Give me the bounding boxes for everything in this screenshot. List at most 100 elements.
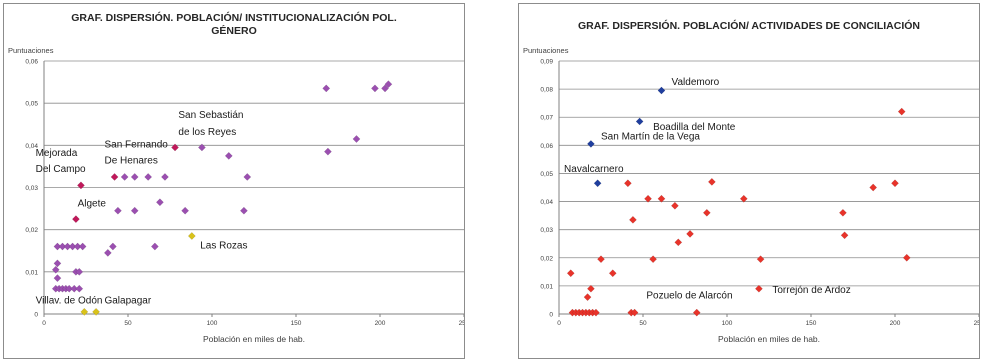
data-point-diamond [381,84,389,93]
data-point-diamond [78,242,87,251]
point-annotation: San Sebastián [178,110,243,121]
x-tick-label: 250 [974,320,979,327]
x-tick-label: 200 [890,320,901,327]
y-tick-label: 0,05 [25,101,38,108]
data-point-diamond [756,255,765,264]
y-tick-label: 0,07 [540,115,553,122]
data-point-diamond [324,147,332,156]
y-tick-label: 0,04 [25,143,38,150]
point-annotation: de los Reyes [178,127,236,138]
data-point-diamond [352,135,361,143]
chart-title-line: GRAF. DISPERSIÓN. POBLACIÓN/ ACTIVIDADES… [578,19,920,32]
data-point-diamond [635,117,644,126]
y-tick-label: 0,05 [540,171,553,178]
data-point-diamond [623,179,632,188]
data-point-diamond [65,284,74,293]
x-axis-label: Población en miles de hab. [203,334,305,344]
y-axis-label: Puntuaciones [523,46,569,55]
y-tick-label: 0,01 [25,269,38,276]
data-point-diamond [593,179,602,188]
x-tick-label: 250 [459,320,464,327]
point-annotation: Navalcarnero [564,164,624,175]
data-point-diamond [68,242,77,251]
y-tick-label: 0,03 [25,185,38,192]
scatter-chart-population-institutionalization: GRAF. DISPERSIÓN. POBLACIÓN/ INSTITUCION… [3,3,465,359]
y-tick-label: 0,06 [540,143,553,150]
data-point-diamond [869,183,878,192]
chart-title-line: GÉNERO [211,24,257,37]
y-tick-label: 0,04 [540,199,553,206]
data-point-diamond [891,179,899,188]
data-point-diamond [224,151,233,160]
data-point-diamond [130,206,139,215]
data-point-diamond [649,255,657,264]
data-point-diamond [657,194,666,203]
x-tick-label: 200 [375,320,386,327]
chart-title-line: GRAF. DISPERSIÓN. POBLACIÓN/ INSTITUCION… [71,11,397,24]
x-tick-label: 50 [639,320,647,327]
y-axis-label: Puntuaciones [8,46,54,55]
x-tick-label: 0 [557,320,561,327]
point-annotation: Torrejón de Ardoz [772,285,850,296]
y-tick-label: 0,02 [540,255,553,262]
data-point-diamond [171,143,179,152]
point-annotation: Valdemoro [672,77,720,88]
data-point-diamond [130,173,139,181]
data-point-diamond [702,208,711,217]
y-tick-label: 0,08 [540,87,553,94]
data-point-diamond [566,269,575,278]
y-tick-label: 0,01 [540,283,553,290]
data-point-diamond [53,259,62,268]
data-point-diamond [839,208,847,217]
data-point-diamond [108,242,117,251]
data-point-diamond [644,194,652,203]
point-annotation: Las Rozas [200,241,247,252]
point-annotation: Del Campo [36,164,86,175]
data-point-diamond [587,140,595,148]
x-tick-label: 150 [291,320,302,327]
data-point-diamond [114,206,122,215]
data-point-diamond [657,86,666,95]
data-point-diamond [840,231,849,240]
data-point-diamond [53,274,62,283]
y-tick-label: 0,09 [540,59,553,66]
data-point-diamond [686,230,694,238]
point-annotation: Galapagar [104,295,151,306]
y-tick-label: 0,03 [540,227,553,234]
data-point-diamond [608,269,617,278]
data-point-diamond [587,284,595,293]
data-point-diamond [630,308,639,317]
data-point-diamond [902,253,911,262]
point-annotation: Algete [78,198,107,209]
data-point-diamond [103,248,112,257]
data-point-diamond [629,215,637,224]
data-point-diamond [72,215,80,224]
data-point-diamond [120,173,129,181]
data-point-diamond [63,242,72,251]
y-tick-label: 0,02 [25,227,38,234]
data-point-diamond [371,84,379,93]
data-point-diamond [322,84,331,93]
data-point-diamond [73,242,82,251]
data-point-diamond [583,293,592,302]
x-tick-label: 150 [806,320,817,327]
point-annotation: Mejorada [36,148,78,159]
chart-canvas: GRAF. DISPERSIÓN. POBLACIÓN/ ACTIVIDADES… [523,19,979,344]
y-tick-label: 0 [34,312,38,319]
data-point-diamond [75,284,84,293]
data-point-diamond [53,242,62,251]
data-point-diamond [187,232,196,240]
point-annotation: San Fernando [104,139,168,150]
x-axis-label: Población en miles de hab. [718,334,820,344]
data-point-diamond [51,265,60,274]
point-annotation: Pozuelo de Alarcón [646,291,732,302]
point-annotation: Villav. de Odón [36,295,103,306]
data-point-diamond [597,255,605,264]
data-point-diamond [144,173,153,181]
y-tick-label: 0,06 [25,59,38,66]
data-point-diamond [897,107,906,116]
point-annotation: Boadilla del Monte [653,122,736,133]
data-point-diamond [156,198,164,207]
data-point-diamond [58,242,67,251]
data-point-diamond [110,173,119,181]
